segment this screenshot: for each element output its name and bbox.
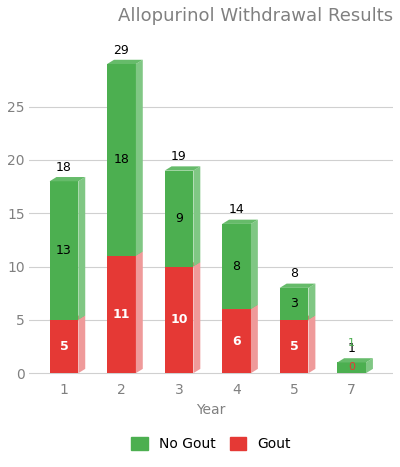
Legend: No Gout, Gout: No Gout, Gout [124,431,298,458]
Text: 1: 1 [348,342,356,355]
Polygon shape [251,219,258,309]
Text: 14: 14 [229,204,244,217]
Polygon shape [107,60,143,64]
Polygon shape [194,262,200,373]
Text: 10: 10 [170,313,188,326]
Polygon shape [280,320,308,373]
Text: 0: 0 [348,362,355,372]
Polygon shape [337,362,366,373]
Text: 8: 8 [232,260,240,273]
Polygon shape [222,219,258,224]
Text: Allopurinol Withdrawal Results: Allopurinol Withdrawal Results [118,7,393,25]
Text: 5: 5 [60,340,68,353]
Polygon shape [165,267,194,373]
Polygon shape [50,181,78,320]
Text: 9: 9 [175,212,183,225]
Text: 6: 6 [232,335,241,347]
Polygon shape [136,252,143,373]
Polygon shape [222,309,251,373]
Text: 29: 29 [114,43,129,57]
Polygon shape [337,358,373,362]
Polygon shape [50,177,85,181]
Polygon shape [194,166,200,267]
Polygon shape [251,305,258,373]
Polygon shape [222,224,251,309]
Text: 8: 8 [290,268,298,280]
Polygon shape [78,316,85,373]
Text: 5: 5 [290,340,298,353]
Polygon shape [107,252,143,256]
Text: 11: 11 [113,308,130,321]
Polygon shape [280,283,315,288]
Polygon shape [107,64,136,256]
Text: 18: 18 [56,161,72,174]
Polygon shape [165,262,200,267]
Polygon shape [280,316,315,320]
Text: 3: 3 [290,297,298,311]
Polygon shape [78,177,85,320]
Text: 1: 1 [348,338,355,347]
Polygon shape [50,316,85,320]
X-axis label: Year: Year [196,403,226,417]
Text: 13: 13 [56,244,72,257]
Polygon shape [280,288,308,320]
Polygon shape [165,170,194,267]
Polygon shape [308,283,315,320]
Polygon shape [136,60,143,256]
Polygon shape [222,305,258,309]
Polygon shape [50,320,78,373]
Polygon shape [308,316,315,373]
Polygon shape [165,166,200,170]
Polygon shape [366,358,373,373]
Text: 18: 18 [114,154,130,166]
Text: 19: 19 [171,150,187,163]
Polygon shape [107,256,136,373]
